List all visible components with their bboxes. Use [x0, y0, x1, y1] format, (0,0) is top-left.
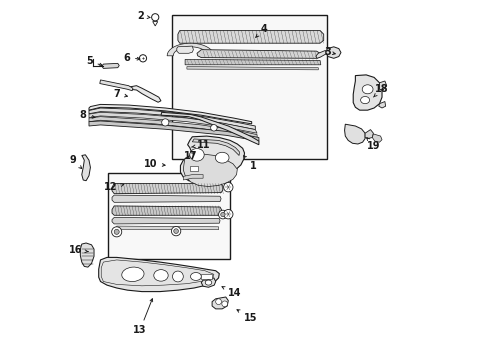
- Text: 7: 7: [113, 89, 127, 99]
- Text: 3: 3: [324, 47, 335, 57]
- Ellipse shape: [153, 270, 168, 281]
- Polygon shape: [80, 243, 94, 267]
- Polygon shape: [161, 112, 258, 145]
- Ellipse shape: [122, 267, 144, 282]
- Circle shape: [162, 119, 168, 126]
- Polygon shape: [185, 59, 320, 65]
- Circle shape: [223, 210, 232, 219]
- Circle shape: [220, 212, 224, 217]
- Polygon shape: [344, 124, 365, 144]
- Text: 6: 6: [123, 53, 140, 63]
- Polygon shape: [167, 43, 213, 56]
- Polygon shape: [99, 257, 219, 292]
- Polygon shape: [352, 75, 381, 110]
- Text: 11: 11: [191, 140, 210, 150]
- Text: 18: 18: [373, 84, 387, 97]
- Polygon shape: [89, 121, 258, 141]
- Circle shape: [171, 226, 181, 236]
- Text: 17: 17: [183, 150, 197, 161]
- Ellipse shape: [189, 148, 204, 161]
- Circle shape: [111, 227, 122, 237]
- Polygon shape: [177, 46, 193, 53]
- Polygon shape: [89, 108, 255, 130]
- Ellipse shape: [360, 96, 369, 104]
- Polygon shape: [186, 67, 318, 70]
- Polygon shape: [81, 155, 90, 181]
- Polygon shape: [89, 104, 251, 124]
- Polygon shape: [365, 130, 373, 139]
- Polygon shape: [117, 226, 218, 230]
- Polygon shape: [201, 274, 212, 279]
- Polygon shape: [112, 206, 221, 215]
- Circle shape: [210, 125, 217, 131]
- Text: 1: 1: [243, 156, 256, 171]
- Ellipse shape: [205, 280, 211, 285]
- Polygon shape: [100, 80, 133, 91]
- Polygon shape: [378, 102, 385, 108]
- Text: 19: 19: [366, 138, 380, 151]
- Circle shape: [173, 229, 178, 234]
- Circle shape: [223, 183, 232, 192]
- Text: 2: 2: [137, 11, 150, 21]
- Polygon shape: [112, 195, 221, 202]
- Polygon shape: [180, 136, 244, 182]
- Bar: [172, 15, 326, 159]
- Ellipse shape: [190, 273, 201, 280]
- Polygon shape: [152, 22, 158, 26]
- Circle shape: [218, 210, 227, 219]
- Polygon shape: [212, 297, 228, 309]
- Text: 14: 14: [222, 287, 241, 298]
- Text: 12: 12: [104, 182, 123, 192]
- Polygon shape: [371, 134, 381, 142]
- Polygon shape: [192, 139, 239, 156]
- Text: 10: 10: [143, 159, 165, 169]
- Polygon shape: [89, 117, 257, 138]
- Circle shape: [139, 55, 146, 62]
- Text: 15: 15: [237, 310, 257, 323]
- Polygon shape: [178, 31, 323, 43]
- Circle shape: [215, 299, 221, 305]
- Polygon shape: [112, 217, 220, 224]
- Text: 16: 16: [69, 245, 88, 255]
- Circle shape: [172, 271, 183, 282]
- Polygon shape: [325, 47, 340, 58]
- Polygon shape: [201, 278, 215, 287]
- Text: 5: 5: [86, 56, 102, 66]
- Circle shape: [222, 301, 227, 307]
- Polygon shape: [102, 63, 119, 68]
- Bar: [107, 173, 230, 259]
- Text: 13: 13: [133, 299, 152, 336]
- Polygon shape: [89, 112, 257, 133]
- Circle shape: [151, 14, 159, 21]
- Text: 4: 4: [255, 24, 267, 37]
- Polygon shape: [183, 175, 203, 180]
- Polygon shape: [190, 166, 197, 171]
- Polygon shape: [315, 50, 325, 58]
- Ellipse shape: [215, 152, 228, 163]
- Polygon shape: [379, 81, 386, 90]
- Text: 8: 8: [79, 110, 95, 120]
- Polygon shape: [197, 50, 320, 58]
- Polygon shape: [112, 184, 223, 194]
- Ellipse shape: [362, 85, 372, 94]
- Polygon shape: [128, 86, 161, 102]
- Circle shape: [114, 229, 119, 234]
- Polygon shape: [183, 154, 237, 186]
- Text: 9: 9: [69, 155, 81, 168]
